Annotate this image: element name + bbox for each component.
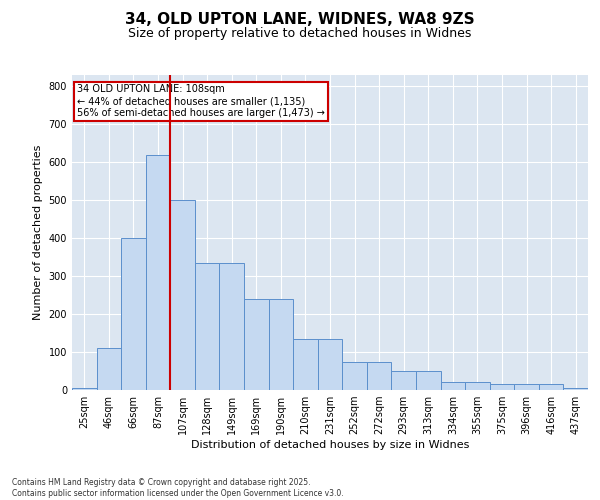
Bar [367,362,391,390]
Bar [269,299,293,390]
Bar [195,263,220,390]
Bar [465,382,490,390]
Y-axis label: Number of detached properties: Number of detached properties [33,145,43,320]
Text: 34, OLD UPTON LANE, WIDNES, WA8 9ZS: 34, OLD UPTON LANE, WIDNES, WA8 9ZS [125,12,475,28]
Text: Contains HM Land Registry data © Crown copyright and database right 2025.
Contai: Contains HM Land Registry data © Crown c… [12,478,344,498]
Bar [391,371,416,390]
Bar [440,382,465,390]
Bar [342,362,367,390]
Bar [318,339,342,390]
Bar [220,263,244,390]
Bar [416,371,440,390]
X-axis label: Distribution of detached houses by size in Widnes: Distribution of detached houses by size … [191,440,469,450]
Bar [244,299,269,390]
Bar [490,384,514,390]
Text: Size of property relative to detached houses in Widnes: Size of property relative to detached ho… [128,28,472,40]
Bar [293,339,318,390]
Text: 34 OLD UPTON LANE: 108sqm
← 44% of detached houses are smaller (1,135)
56% of se: 34 OLD UPTON LANE: 108sqm ← 44% of detac… [77,84,325,117]
Bar [146,154,170,390]
Bar [170,200,195,390]
Bar [539,384,563,390]
Bar [563,388,588,390]
Bar [72,388,97,390]
Bar [514,384,539,390]
Bar [97,348,121,390]
Bar [121,238,146,390]
